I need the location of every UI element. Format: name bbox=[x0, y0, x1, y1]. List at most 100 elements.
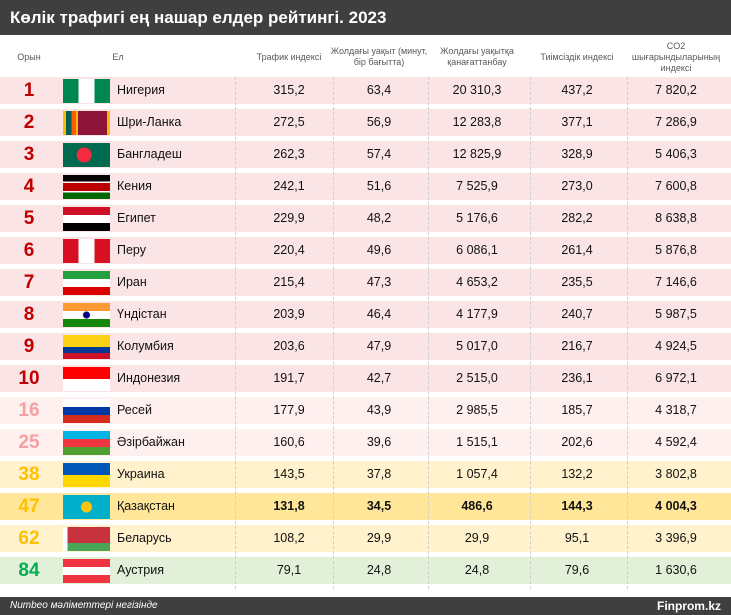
time-value: 57,4 bbox=[366, 147, 392, 161]
rank: 5 bbox=[23, 208, 35, 229]
co2-index: 8 638,8 bbox=[655, 211, 697, 225]
traffic-index: 262,3 bbox=[273, 147, 305, 161]
time-value: 29,9 bbox=[366, 531, 392, 545]
co2-index: 3 802,8 bbox=[655, 467, 697, 481]
dissatisfaction-value: 20 310,3 bbox=[452, 83, 502, 97]
traffic-index: 79,1 bbox=[276, 563, 302, 577]
brand-logo: Finprom.kz bbox=[656, 599, 721, 613]
column-divider bbox=[530, 77, 531, 589]
country-name: Қазақстан bbox=[117, 499, 175, 513]
rank: 25 bbox=[18, 432, 40, 453]
traffic-index: 215,4 bbox=[273, 275, 305, 289]
table-row: 10 Индонезия 191,7 42,7 2 515,0 236,1 6 972,1 bbox=[0, 365, 731, 392]
table-row: 2 Шри-Ланка 272,5 56,9 12 283,8 377,1 7 286,9 bbox=[0, 109, 731, 136]
traffic-index: 177,9 bbox=[273, 403, 305, 417]
flag-co-icon bbox=[63, 335, 110, 359]
flag-in-icon bbox=[63, 303, 110, 327]
dissatisfaction-value: 12 825,9 bbox=[452, 147, 502, 161]
dissatisfaction-value: 6 086,1 bbox=[456, 243, 498, 257]
footer: Numbeo мәліметтері негізінде Finprom.kz bbox=[0, 597, 731, 615]
rank: 6 bbox=[23, 240, 35, 261]
country-name: Әзірбайжан bbox=[117, 435, 185, 449]
table-row: 25 Әзірбайжан 160,6 39,6 1 515,1 202,6 4 592,4 bbox=[0, 429, 731, 456]
time-value: 46,4 bbox=[366, 307, 392, 321]
dissatisfaction-value: 2 515,0 bbox=[456, 371, 498, 385]
traffic-index: 131,8 bbox=[273, 499, 305, 513]
dissatisfaction-value: 486,6 bbox=[461, 499, 493, 513]
flag-ru-icon bbox=[63, 399, 110, 423]
traffic-index: 160,6 bbox=[273, 435, 305, 449]
table-row: 6 Перу 220,4 49,6 6 086,1 261,4 5 876,8 bbox=[0, 237, 731, 264]
country-name: Перу bbox=[117, 243, 146, 257]
inefficiency-index: 377,1 bbox=[561, 115, 593, 129]
inefficiency-index: 273,0 bbox=[561, 179, 593, 193]
dissatisfaction-value: 7 525,9 bbox=[456, 179, 498, 193]
rank: 4 bbox=[23, 176, 35, 197]
time-value: 48,2 bbox=[366, 211, 392, 225]
co2-index: 6 972,1 bbox=[655, 371, 697, 385]
flag-bd-icon bbox=[63, 143, 110, 167]
table-row: 47 Қазақстан 131,8 34,5 486,6 144,3 4 004,3 bbox=[0, 493, 731, 520]
country-name: Египет bbox=[117, 211, 156, 225]
traffic-index: 203,6 bbox=[273, 339, 305, 353]
rank: 84 bbox=[18, 560, 40, 581]
co2-index: 4 924,5 bbox=[655, 339, 697, 353]
inefficiency-index: 185,7 bbox=[561, 403, 593, 417]
header-inefficiency: Тиімсіздік индексі bbox=[540, 51, 614, 62]
time-value: 47,9 bbox=[366, 339, 392, 353]
rank: 2 bbox=[23, 112, 35, 133]
country-name: Кения bbox=[117, 179, 152, 193]
column-divider bbox=[235, 77, 236, 589]
country-name: Шри-Ланка bbox=[117, 115, 182, 129]
co2-index: 1 630,6 bbox=[655, 563, 697, 577]
flag-kz-icon bbox=[63, 495, 110, 519]
flag-ir-icon bbox=[63, 271, 110, 295]
traffic-index: 272,5 bbox=[273, 115, 305, 129]
header-country: Ел bbox=[112, 51, 124, 62]
table-row: 1 Нигерия 315,2 63,4 20 310,3 437,2 7 820,2 bbox=[0, 77, 731, 104]
header-traffic: Трафик индексі bbox=[256, 51, 322, 62]
traffic-index: 143,5 bbox=[273, 467, 305, 481]
header-rank: Орын bbox=[17, 51, 41, 62]
inefficiency-index: 95,1 bbox=[564, 531, 590, 545]
dissatisfaction-value: 5 176,6 bbox=[456, 211, 498, 225]
dissatisfaction-value: 5 017,0 bbox=[456, 339, 498, 353]
time-value: 37,8 bbox=[366, 467, 392, 481]
country-name: Колумбия bbox=[117, 339, 174, 353]
inefficiency-index: 235,5 bbox=[561, 275, 593, 289]
country-name: Нигерия bbox=[117, 83, 165, 97]
dissatisfaction-value: 29,9 bbox=[464, 531, 490, 545]
header-dissatisfaction: Жолдағы уақытқа қанағаттанбау bbox=[440, 46, 514, 67]
flag-lk-icon bbox=[63, 111, 110, 135]
co2-index: 7 146,6 bbox=[655, 275, 697, 289]
country-name: Үндістан bbox=[117, 307, 167, 321]
rank: 62 bbox=[18, 528, 40, 549]
traffic-index: 203,9 bbox=[273, 307, 305, 321]
rank: 1 bbox=[23, 80, 35, 101]
country-name: Ресей bbox=[117, 403, 152, 417]
table-row: 5 Египет 229,9 48,2 5 176,6 282,2 8 638,8 bbox=[0, 205, 731, 232]
traffic-index: 315,2 bbox=[273, 83, 305, 97]
time-value: 24,8 bbox=[366, 563, 392, 577]
flag-id-icon bbox=[63, 367, 110, 391]
rank: 10 bbox=[18, 368, 40, 389]
column-divider bbox=[627, 77, 628, 589]
table-body: 1 Нигерия 315,2 63,4 20 310,3 437,2 7 820,2 2 Шр… bbox=[0, 77, 731, 589]
country-name: Украина bbox=[117, 467, 165, 481]
dissatisfaction-value: 1 515,1 bbox=[456, 435, 498, 449]
flag-ua-icon bbox=[63, 463, 110, 487]
country-name: Беларусь bbox=[117, 531, 172, 545]
table-row: 38 Украина 143,5 37,8 1 057,4 132,2 3 802,8 bbox=[0, 461, 731, 488]
table-row: 4 Кения 242,1 51,6 7 525,9 273,0 7 600,8 bbox=[0, 173, 731, 200]
header-time: Жолдағы уақыт (минут, бір бағытта) bbox=[330, 46, 428, 67]
dissatisfaction-value: 24,8 bbox=[464, 563, 490, 577]
rank: 16 bbox=[18, 400, 40, 421]
inefficiency-index: 132,2 bbox=[561, 467, 593, 481]
traffic-index: 220,4 bbox=[273, 243, 305, 257]
table-row: 3 Бангладеш 262,3 57,4 12 825,9 328,9 5 406,3 bbox=[0, 141, 731, 168]
inefficiency-index: 437,2 bbox=[561, 83, 593, 97]
rank: 9 bbox=[23, 336, 35, 357]
time-value: 51,6 bbox=[366, 179, 392, 193]
column-divider bbox=[428, 77, 429, 589]
country-name: Аустрия bbox=[117, 563, 164, 577]
